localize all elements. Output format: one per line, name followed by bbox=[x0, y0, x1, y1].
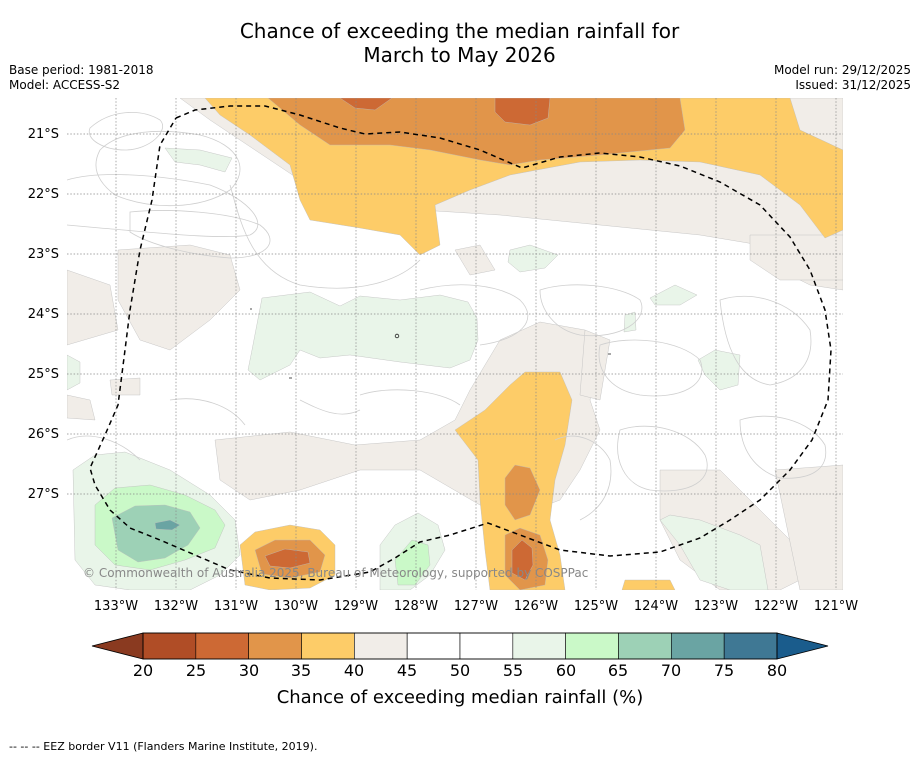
colorbar-cell bbox=[618, 632, 672, 660]
colorbar-tick-label: 30 bbox=[239, 661, 259, 680]
contour-lines bbox=[67, 112, 827, 521]
colorbar-tick-label: 25 bbox=[186, 661, 206, 680]
lon-label: 124°W bbox=[634, 599, 678, 614]
rainfall-probability-map: © Commonwealth of Australia 2025, Bureau… bbox=[67, 98, 843, 590]
lat-label: 23°S bbox=[28, 247, 59, 262]
lon-label: 126°W bbox=[514, 599, 558, 614]
colorbar-tick-label: 60 bbox=[556, 661, 576, 680]
lon-label: 127°W bbox=[454, 599, 498, 614]
colorbar-tick-label: 55 bbox=[503, 661, 523, 680]
colorbar-frame bbox=[142, 632, 778, 660]
colorbar-tick-label: 20 bbox=[133, 661, 153, 680]
lon-label: 130°W bbox=[274, 599, 318, 614]
colorbar-tick-label: 80 bbox=[767, 661, 787, 680]
colorbar: 20 25 30 35 40 45 50 55 60 65 70 75 80 C… bbox=[91, 632, 829, 708]
map-credit: © Commonwealth of Australia 2025, Bureau… bbox=[83, 566, 588, 580]
lat-label: 21°S bbox=[28, 127, 59, 142]
colorbar-cell bbox=[354, 632, 408, 660]
colorbar-title: Chance of exceeding median rainfall (%) bbox=[277, 687, 644, 708]
lon-label: 122°W bbox=[754, 599, 798, 614]
longitude-labels: 133°W 132°W 131°W 130°W 129°W 128°W 127°… bbox=[94, 599, 858, 614]
colorbar-cell bbox=[512, 632, 566, 660]
lon-label: 129°W bbox=[334, 599, 378, 614]
colorbar-cell bbox=[142, 632, 197, 660]
colorbar-cell bbox=[723, 632, 778, 660]
colorbar-tick-label: 45 bbox=[397, 661, 417, 680]
lat-label: 22°S bbox=[28, 187, 59, 202]
lon-label: 123°W bbox=[694, 599, 738, 614]
island-markers bbox=[250, 308, 611, 379]
lat-label: 24°S bbox=[28, 307, 59, 322]
colorbar-tick-label: 75 bbox=[714, 661, 734, 680]
colorbar-cell bbox=[301, 632, 355, 660]
colorbar-cell bbox=[459, 632, 514, 660]
model-label: Model: ACCESS-S2 bbox=[9, 78, 121, 92]
colorbar-cell bbox=[671, 632, 725, 660]
colorbar-left-extension bbox=[91, 632, 144, 660]
map-figure: © Commonwealth of Australia 2025, Bureau… bbox=[28, 98, 858, 708]
eez-border-line bbox=[89, 105, 832, 581]
lat-label: 27°S bbox=[28, 487, 59, 502]
colorbar-tick-label: 40 bbox=[344, 661, 364, 680]
band-65-70 bbox=[111, 504, 201, 563]
colorbar-right-extension bbox=[776, 632, 829, 660]
eez-border-legend: -- -- -- EEZ border V11 (Flanders Marine… bbox=[9, 740, 318, 753]
colorbar-cell bbox=[195, 632, 249, 660]
graticule bbox=[67, 98, 843, 590]
latitude-labels: 21°S 22°S 23°S 24°S 25°S 26°S 27°S bbox=[28, 127, 59, 502]
lon-label: 131°W bbox=[214, 599, 258, 614]
lon-label: 121°W bbox=[814, 599, 858, 614]
lon-label: 133°W bbox=[94, 599, 138, 614]
colorbar-cell bbox=[406, 632, 461, 660]
colorbar-cell bbox=[248, 632, 302, 660]
colorbar-tick-label: 70 bbox=[661, 661, 681, 680]
lon-label: 128°W bbox=[394, 599, 438, 614]
colorbar-tick-label: 65 bbox=[608, 661, 628, 680]
lon-label: 132°W bbox=[154, 599, 198, 614]
colorbar-cell bbox=[565, 632, 619, 660]
lon-label: 125°W bbox=[574, 599, 618, 614]
map-title-line-1: Chance of exceeding the median rainfall … bbox=[239, 19, 680, 43]
base-period-label: Base period: 1981-2018 bbox=[9, 63, 154, 77]
issued-label: Issued: 31/12/2025 bbox=[795, 78, 911, 92]
colorbar-tick-label: 50 bbox=[450, 661, 470, 680]
lat-label: 25°S bbox=[28, 367, 59, 382]
map-title-line-2: March to May 2026 bbox=[363, 43, 556, 67]
colorbar-tick-label: 35 bbox=[291, 661, 311, 680]
lat-label: 26°S bbox=[28, 427, 59, 442]
model-run-label: Model run: 29/12/2025 bbox=[773, 63, 911, 77]
